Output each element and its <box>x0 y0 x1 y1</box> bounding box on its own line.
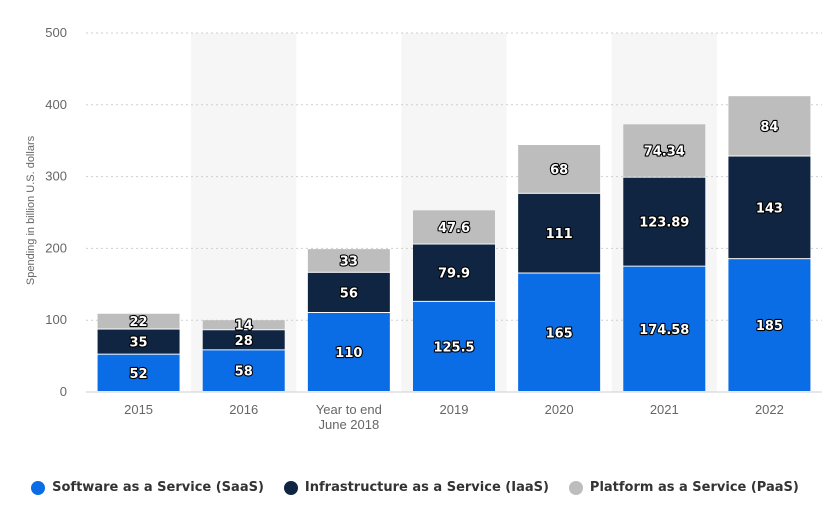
bar-segment[interactable] <box>518 145 601 193</box>
data-label: 68 <box>550 163 568 178</box>
data-label: 79.9 <box>438 267 470 282</box>
y-tick-label: 500 <box>45 25 67 40</box>
data-label: 58 <box>235 365 253 380</box>
x-tick-label: 2022 <box>755 402 784 417</box>
y-tick-label: 300 <box>45 169 67 184</box>
data-label: 22 <box>130 315 148 330</box>
legend-swatch <box>31 480 46 495</box>
legend-label: Platform as a Service (PaaS) <box>589 480 799 495</box>
data-label: 35 <box>130 336 148 351</box>
x-tick-label: 2015 <box>124 402 153 417</box>
data-label: 84 <box>760 120 778 135</box>
data-label: 14 <box>235 319 253 334</box>
data-label: 74.34 <box>644 145 685 160</box>
bar-segment[interactable] <box>307 272 390 313</box>
data-label: 111 <box>546 227 573 242</box>
data-label: 47.6 <box>438 221 470 236</box>
x-tick-label: 2021 <box>650 402 679 417</box>
x-tick-label: 2019 <box>440 402 469 417</box>
bar-segment[interactable] <box>623 177 706 266</box>
x-tick-label: 2016 <box>229 402 258 417</box>
y-axis-label: Spending in billion U.S. dollars <box>25 135 37 285</box>
bar-segment[interactable] <box>413 244 495 301</box>
bar-segment[interactable] <box>728 259 811 391</box>
y-tick-label: 200 <box>45 240 67 255</box>
bar-segment[interactable] <box>413 210 495 244</box>
bar-segment[interactable] <box>97 313 180 329</box>
bar-segment[interactable] <box>307 249 390 272</box>
legend-swatch <box>568 480 583 495</box>
x-tick-label: 2020 <box>545 402 574 417</box>
gridlines <box>86 32 822 393</box>
stacked-bar-chart: 0 100 200 300 400 500 Spending in billion U.S… <box>25 25 822 432</box>
data-label: 185 <box>756 319 783 334</box>
legend-item[interactable]: Software as a Service (SaaS) <box>31 480 264 495</box>
y-axis-ticks: 0 100 200 300 400 500 <box>45 25 67 399</box>
bar-segment[interactable] <box>307 313 390 391</box>
x-tick-label: Year to end June 2018 <box>316 402 382 432</box>
bar-segment[interactable] <box>518 193 601 273</box>
bar-segment[interactable] <box>202 320 285 330</box>
bar-segment[interactable] <box>728 156 811 259</box>
legend-label: Infrastructure as a Service (IaaS) <box>304 480 549 495</box>
bar-segment[interactable] <box>623 124 706 177</box>
data-label: 33 <box>340 254 358 269</box>
bar-segment[interactable] <box>97 354 180 391</box>
bar-segment[interactable] <box>518 273 601 391</box>
legend-label: Software as a Service (SaaS) <box>52 480 264 495</box>
data-label: 165 <box>546 326 573 341</box>
y-tick-label: 100 <box>45 312 67 327</box>
bar-segment[interactable] <box>728 96 811 156</box>
y-tick-label: 0 <box>60 384 67 399</box>
bar-segment[interactable] <box>413 301 495 391</box>
legend-item[interactable]: Platform as a Service (PaaS) <box>568 480 799 495</box>
bar-segment[interactable] <box>623 266 706 391</box>
data-label: 110 <box>335 346 362 361</box>
data-label: 123.89 <box>639 216 689 231</box>
bar-segment[interactable] <box>202 330 285 350</box>
legend-swatch <box>283 480 298 495</box>
data-label: 28 <box>235 334 253 349</box>
y-tick-label: 400 <box>45 97 67 112</box>
data-label: 125.5 <box>433 340 474 355</box>
data-label: 56 <box>340 286 358 301</box>
data-label: 52 <box>130 367 148 382</box>
legend: Software as a Service (SaaS) Infrastructu… <box>0 480 830 495</box>
x-axis-ticks: 2015 2016 Year to end June 2018 2019 2020 2021… <box>124 402 784 432</box>
bar-segment[interactable] <box>97 329 180 354</box>
data-label: 174.58 <box>639 323 689 338</box>
legend-item[interactable]: Infrastructure as a Service (IaaS) <box>283 480 549 495</box>
data-label: 143 <box>756 201 783 216</box>
bar-segment[interactable] <box>202 350 285 391</box>
